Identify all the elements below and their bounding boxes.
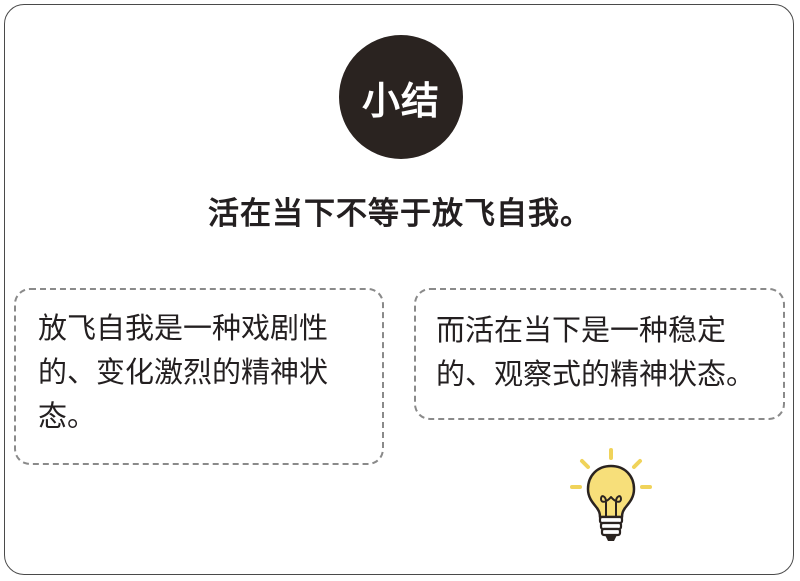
badge-label: 小结 xyxy=(361,78,440,123)
headline: 活在当下不等于放飞自我。 xyxy=(208,196,592,232)
note-text-right: 而活在当下是一种稳定的、观察式的精神状态。 xyxy=(436,313,756,391)
note-box-left: 放飞自我是一种戏剧性的、变化激烈的精神状态。 xyxy=(14,288,384,465)
note-text-left: 放飞自我是一种戏剧性的、变化激烈的精神状态。 xyxy=(38,311,329,433)
note-box-right: 而活在当下是一种稳定的、观察式的精神状态。 xyxy=(414,288,785,420)
lightbulb-icon xyxy=(570,448,652,541)
light-rays xyxy=(570,448,652,489)
summary-badge: 小结 xyxy=(339,35,463,159)
